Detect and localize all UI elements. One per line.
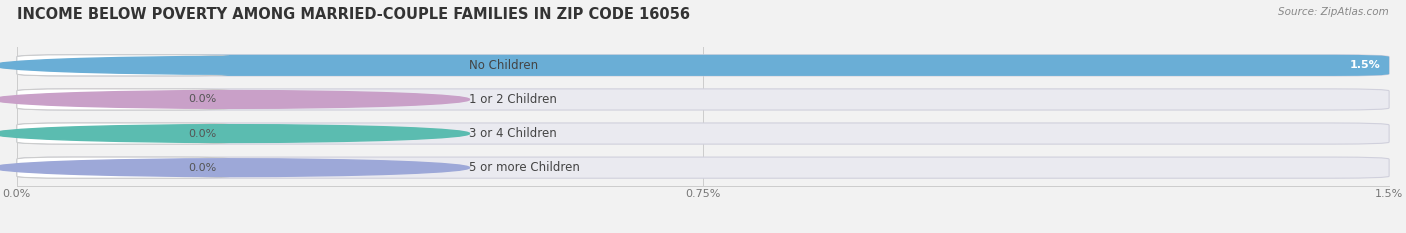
FancyBboxPatch shape (17, 123, 174, 144)
FancyBboxPatch shape (17, 89, 1389, 110)
Text: INCOME BELOW POVERTY AMONG MARRIED-COUPLE FAMILIES IN ZIP CODE 16056: INCOME BELOW POVERTY AMONG MARRIED-COUPL… (17, 7, 690, 22)
FancyBboxPatch shape (17, 157, 174, 178)
Text: 0.0%: 0.0% (188, 163, 217, 173)
FancyBboxPatch shape (17, 89, 229, 110)
Text: 0.0%: 0.0% (188, 94, 217, 104)
Text: 1.5%: 1.5% (1350, 60, 1379, 70)
Circle shape (0, 56, 470, 74)
Circle shape (0, 159, 470, 177)
Text: 1 or 2 Children: 1 or 2 Children (470, 93, 557, 106)
FancyBboxPatch shape (17, 123, 1389, 144)
Text: No Children: No Children (470, 59, 538, 72)
FancyBboxPatch shape (17, 157, 1389, 178)
FancyBboxPatch shape (17, 123, 229, 144)
Circle shape (0, 125, 470, 142)
FancyBboxPatch shape (17, 89, 174, 110)
FancyBboxPatch shape (17, 55, 1389, 76)
Text: 0.0%: 0.0% (188, 129, 217, 139)
FancyBboxPatch shape (17, 157, 229, 178)
Text: 3 or 4 Children: 3 or 4 Children (470, 127, 557, 140)
Circle shape (0, 91, 470, 108)
Text: Source: ZipAtlas.com: Source: ZipAtlas.com (1278, 7, 1389, 17)
FancyBboxPatch shape (17, 55, 229, 76)
Text: 5 or more Children: 5 or more Children (470, 161, 581, 174)
FancyBboxPatch shape (17, 55, 1389, 76)
